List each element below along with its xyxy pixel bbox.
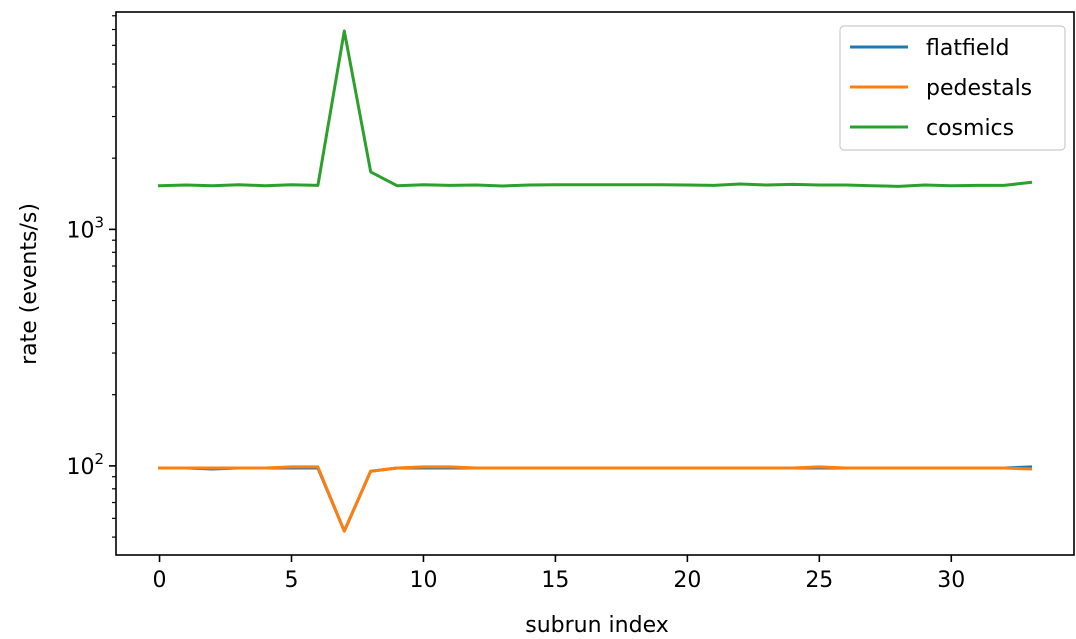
x-tick-label-6: 30	[937, 568, 965, 593]
series-line-1	[158, 465, 1033, 533]
legend-label-0: flatfield	[926, 36, 1009, 61]
legend-box	[839, 25, 1066, 151]
legend-label-2: cosmics	[926, 116, 1014, 141]
x-tick-label-2: 10	[409, 568, 437, 593]
x-tick-label-4: 20	[673, 568, 701, 593]
x-axis-label: subrun index	[525, 613, 668, 638]
axes-frame	[115, 11, 1075, 556]
x-tick-label-3: 15	[541, 568, 569, 593]
y-tick-label-0: 102	[66, 450, 104, 480]
x-tick-label-1: 5	[285, 568, 299, 593]
series-line-2	[157, 29, 1033, 188]
y-tick-label-1: 103	[66, 213, 104, 243]
legend: flatfield pedestals cosmics	[839, 25, 1066, 151]
x-tick-label-5: 25	[805, 568, 833, 593]
plot-area	[157, 29, 1033, 533]
y-axis-label: rate (events/s)	[17, 203, 42, 365]
legend-label-1: pedestals	[926, 76, 1032, 101]
x-tick-label-0: 0	[153, 568, 167, 593]
series-line-0	[158, 465, 1033, 533]
